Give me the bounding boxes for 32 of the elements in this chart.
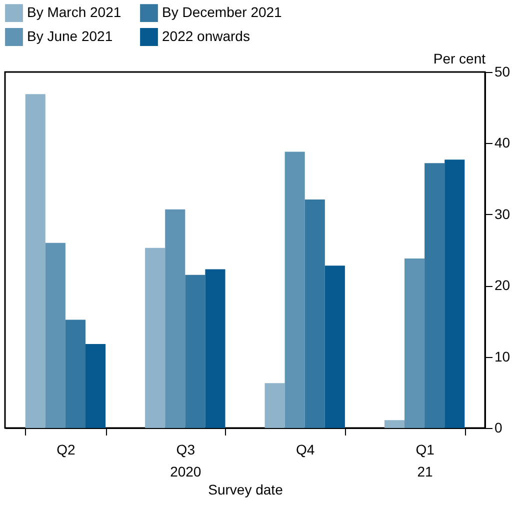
y-tick-label: 50 xyxy=(494,64,510,80)
bar xyxy=(165,209,186,428)
x-tick-label: Q4 xyxy=(296,442,315,458)
bar xyxy=(185,274,206,428)
bar xyxy=(304,199,325,428)
y-tick-label: 10 xyxy=(494,348,510,364)
y-tick-label: 0 xyxy=(494,420,502,436)
bar xyxy=(145,248,166,428)
y-tick-label: 40 xyxy=(494,134,510,151)
legend-label: By March 2021 xyxy=(27,4,122,20)
bar xyxy=(324,266,345,428)
bar xyxy=(86,344,106,428)
x-axis-title: Survey date xyxy=(208,482,284,498)
bar xyxy=(284,152,305,428)
x-tick-label: Q3 2020 xyxy=(170,442,202,480)
legend-label: By December 2021 xyxy=(162,4,282,20)
x-tick-label: Q2 xyxy=(56,442,76,458)
bar xyxy=(404,258,425,428)
bar xyxy=(25,94,46,428)
y-axis-title: Per cent xyxy=(433,50,486,66)
bar xyxy=(264,383,285,428)
x-tick-label: Q1 21 xyxy=(416,442,435,480)
bar xyxy=(65,320,86,428)
bar xyxy=(45,242,66,428)
bar xyxy=(384,420,404,428)
legend-label: 2022 onwards xyxy=(162,28,250,44)
bar xyxy=(444,160,465,428)
y-tick-label: 20 xyxy=(494,277,510,294)
bar xyxy=(424,163,445,428)
legend-label: By June 2021 xyxy=(27,28,113,44)
bar xyxy=(205,269,226,428)
y-tick-label: 30 xyxy=(494,206,510,222)
